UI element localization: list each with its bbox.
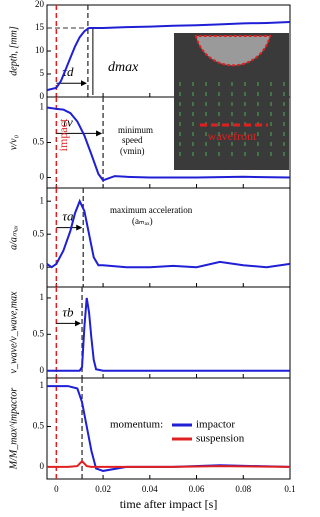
series-line xyxy=(46,106,291,182)
y-tick-label: 1 xyxy=(40,195,45,205)
x-tick-label: 0.1 xyxy=(284,484,295,494)
inset-impactor xyxy=(194,35,272,67)
legend-label: suspension xyxy=(196,433,245,445)
y-tick-label: 0.5 xyxy=(33,421,45,431)
annotation: speed xyxy=(122,135,143,145)
x-tick-label: 0.02 xyxy=(95,484,111,494)
legend-title: momentum: xyxy=(110,419,163,431)
annotation: minimum xyxy=(118,125,153,135)
y-axis-label: v_wave/v_wave,max xyxy=(8,291,19,373)
series-line xyxy=(47,385,291,472)
series-line xyxy=(47,297,290,372)
annotation: impact xyxy=(56,118,70,151)
y-tick-label: 1 xyxy=(40,380,45,390)
series-line xyxy=(46,21,291,92)
annotation: dmax xyxy=(108,60,139,75)
y-axis-label: depth, [mm] xyxy=(8,26,19,76)
x-tick-label: 0.08 xyxy=(235,484,251,494)
y-tick-label: 1 xyxy=(40,102,45,112)
tau-label: τb xyxy=(62,304,74,319)
y-tick-label: 0 xyxy=(40,172,45,182)
x-axis-label: time after impact [s] xyxy=(120,497,218,511)
x-tick-label: 0 xyxy=(54,484,59,494)
x-tick-label: 0.04 xyxy=(142,484,158,494)
legend-label: impactor xyxy=(196,419,235,431)
y-axis-label: a/aₘₐₓ xyxy=(8,225,19,250)
annotation: (vmin) xyxy=(120,146,145,156)
y-tick-label: 0.5 xyxy=(33,228,45,238)
tau-label: τa xyxy=(62,209,74,224)
tau-label: τv xyxy=(62,114,73,129)
annotation: (aₘₐₓ) xyxy=(132,216,153,226)
x-tick-label: 0.06 xyxy=(189,484,205,494)
y-tick-label: 0 xyxy=(40,261,45,271)
tau-label: τd xyxy=(62,64,74,79)
y-tick-label: 15 xyxy=(35,22,45,32)
y-tick-label: 0 xyxy=(40,461,45,471)
y-tick-label: 10 xyxy=(35,45,45,55)
y-tick-label: 0.5 xyxy=(33,137,45,147)
y-tick-label: 20 xyxy=(35,0,45,9)
y-tick-label: 1 xyxy=(40,292,45,302)
annotation: maximum acceleration xyxy=(110,205,193,215)
y-tick-label: 0 xyxy=(40,365,45,375)
y-tick-label: 0 xyxy=(40,91,45,101)
inset-label: wavefront xyxy=(208,129,257,143)
series-line xyxy=(47,459,291,468)
panel-frame xyxy=(46,377,291,480)
y-axis-label: v/v₀ xyxy=(8,134,19,150)
y-tick-label: 0.5 xyxy=(33,328,45,338)
y-axis-label: M/M_max^impactor xyxy=(8,388,19,471)
series-line xyxy=(46,198,291,269)
y-tick-label: 5 xyxy=(40,68,45,78)
